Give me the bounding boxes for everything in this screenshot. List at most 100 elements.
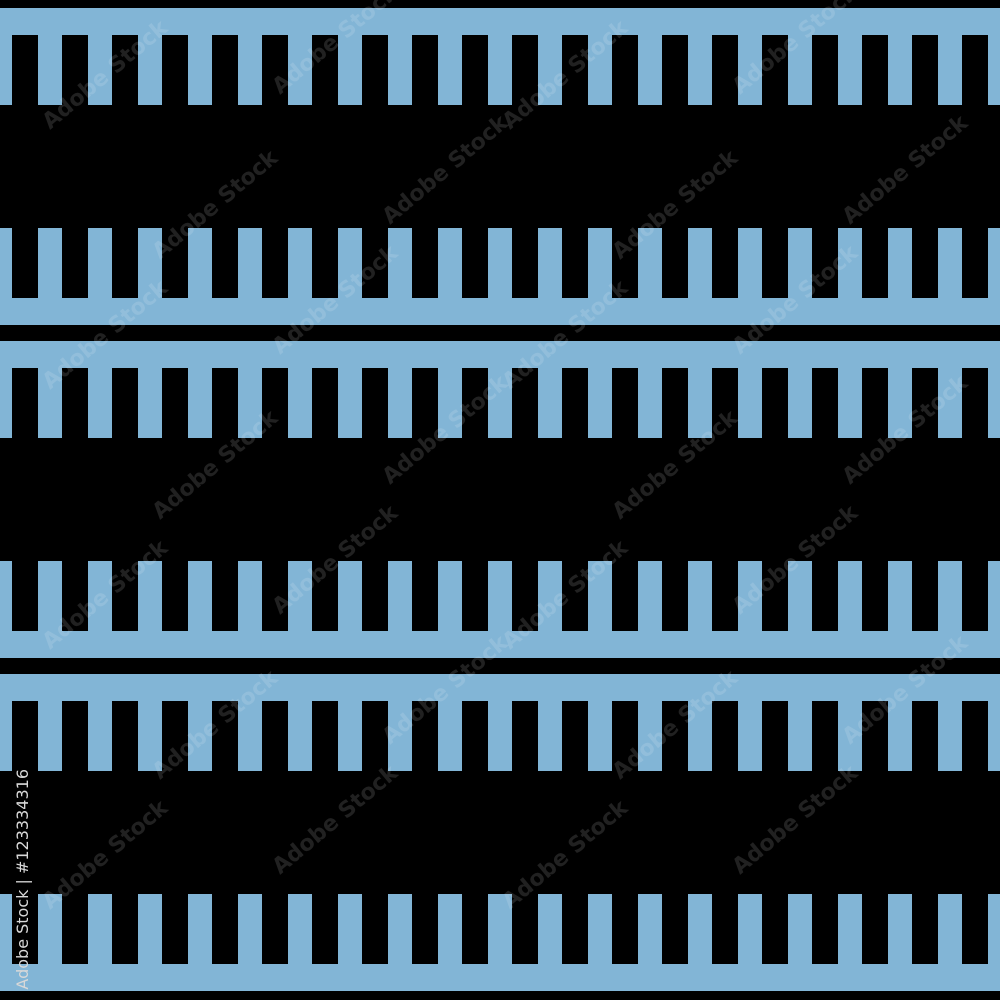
- band-bottom-tooth: [538, 228, 562, 298]
- band-top-tooth: [688, 35, 712, 105]
- band-bottom-bar: [0, 631, 1000, 658]
- band-bottom-tooth: [488, 561, 512, 631]
- band-top-tooth: [538, 368, 562, 438]
- band-top-tooth: [88, 35, 112, 105]
- band-top-tooth: [988, 35, 1000, 105]
- band-top-tooth: [138, 368, 162, 438]
- band-top-tooth: [238, 701, 262, 771]
- band-bottom-tooth: [388, 561, 412, 631]
- band-top-tooth: [788, 35, 812, 105]
- band-top-tooth: [138, 35, 162, 105]
- band-top-tooth: [338, 701, 362, 771]
- band-top-tooth: [338, 35, 362, 105]
- band-bottom-tooth: [38, 561, 62, 631]
- band-bottom-tooth: [238, 228, 262, 298]
- band-bottom-tooth: [38, 228, 62, 298]
- band-bottom-tooth: [738, 894, 762, 964]
- band-bottom-tooth: [688, 894, 712, 964]
- watermark-text: Adobe Stock: [148, 145, 284, 265]
- band-top-tooth: [488, 701, 512, 771]
- band-top-tooth: [938, 35, 962, 105]
- band-bottom-tooth: [588, 561, 612, 631]
- band-bottom-tooth: [288, 561, 312, 631]
- band-top-tooth: [388, 368, 412, 438]
- band-bottom-tooth: [438, 894, 462, 964]
- band-top-tooth: [188, 701, 212, 771]
- band-top-tooth: [0, 701, 12, 771]
- watermark-text: Adobe Stock: [148, 405, 284, 525]
- band-top-tooth: [788, 368, 812, 438]
- band-bottom-tooth: [88, 228, 112, 298]
- band-top-tooth: [88, 701, 112, 771]
- band-bottom-tooth: [888, 894, 912, 964]
- watermark-text: Adobe Stock: [498, 275, 634, 395]
- band-top-tooth: [588, 35, 612, 105]
- watermark-text: Adobe Stock: [268, 760, 404, 880]
- band-top-tooth: [38, 701, 62, 771]
- band-top-tooth: [388, 701, 412, 771]
- band-bottom-tooth: [238, 561, 262, 631]
- band-top-tooth: [588, 701, 612, 771]
- band-top-tooth: [638, 368, 662, 438]
- band-top-tooth: [0, 35, 12, 105]
- watermark-text: Adobe Stock: [728, 760, 864, 880]
- band-bottom-bar: [0, 298, 1000, 325]
- band-bottom-tooth: [188, 228, 212, 298]
- band-top-tooth: [838, 35, 862, 105]
- band-bottom-tooth: [488, 894, 512, 964]
- band-bottom-tooth: [788, 228, 812, 298]
- band-bottom-tooth: [338, 228, 362, 298]
- band-bottom-tooth: [288, 894, 312, 964]
- band-bottom-tooth: [788, 561, 812, 631]
- band-bottom-tooth: [388, 228, 412, 298]
- band-bottom-tooth: [938, 561, 962, 631]
- band-top-tooth: [738, 701, 762, 771]
- band-top-tooth: [0, 368, 12, 438]
- band-bottom-tooth: [0, 228, 12, 298]
- band-bottom-tooth: [188, 561, 212, 631]
- band-bottom-tooth: [588, 228, 612, 298]
- watermark-text: Adobe Stock: [608, 145, 744, 265]
- band-top-bar: [0, 8, 1000, 35]
- band-bottom-tooth: [738, 561, 762, 631]
- band-top-tooth: [288, 368, 312, 438]
- band-bottom-tooth: [638, 228, 662, 298]
- band-top-tooth: [438, 368, 462, 438]
- band-top-tooth: [838, 368, 862, 438]
- band-bottom-tooth: [838, 561, 862, 631]
- band-top-tooth: [538, 701, 562, 771]
- band-top-tooth: [888, 701, 912, 771]
- band-bottom-tooth: [638, 894, 662, 964]
- band-bottom-tooth: [388, 894, 412, 964]
- band-top-tooth: [538, 35, 562, 105]
- band-top-bar: [0, 674, 1000, 701]
- band-top-tooth: [188, 35, 212, 105]
- band-top-tooth: [888, 35, 912, 105]
- band-bottom-tooth: [438, 228, 462, 298]
- band-bottom-tooth: [488, 228, 512, 298]
- band-bottom-tooth: [888, 228, 912, 298]
- band-bottom-tooth: [638, 561, 662, 631]
- band-bottom-tooth: [138, 228, 162, 298]
- band-bottom-tooth: [938, 228, 962, 298]
- band-bottom-tooth: [0, 561, 12, 631]
- band-top-tooth: [188, 368, 212, 438]
- band-bottom-tooth: [888, 561, 912, 631]
- band-top-tooth: [288, 701, 312, 771]
- band-top-tooth: [438, 701, 462, 771]
- band-top-tooth: [38, 35, 62, 105]
- watermark-text: Adobe Stock: [268, 500, 404, 620]
- band-top-tooth: [688, 368, 712, 438]
- band-bottom-tooth: [538, 894, 562, 964]
- band-top-bar: [0, 341, 1000, 368]
- band-top-tooth: [38, 368, 62, 438]
- band-bottom-tooth: [688, 228, 712, 298]
- band-top-tooth: [238, 368, 262, 438]
- band-top-tooth: [438, 35, 462, 105]
- band-top-tooth: [488, 368, 512, 438]
- band-top-tooth: [688, 701, 712, 771]
- band-top-tooth: [738, 368, 762, 438]
- band-bottom-tooth: [38, 894, 62, 964]
- band-top-tooth: [788, 701, 812, 771]
